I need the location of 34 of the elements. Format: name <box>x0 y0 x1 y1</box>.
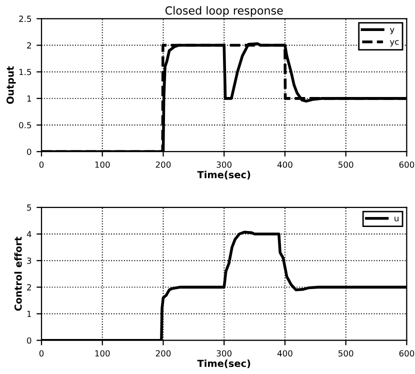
legend-label: y <box>390 28 394 34</box>
y-tick-label: 2 <box>27 42 31 48</box>
chart-title: Closed loop response <box>165 6 283 17</box>
x-tick-label: 400 <box>277 350 292 357</box>
x-tick-label: 200 <box>156 161 171 168</box>
x-tick-label: 600 <box>399 161 414 168</box>
y-tick-label: 5 <box>27 204 32 211</box>
x-tick-label: 0 <box>39 161 44 168</box>
x-tick-label: 100 <box>95 350 110 357</box>
y-tick-label: 1.5 <box>19 68 32 76</box>
y-axis-title: Output <box>6 66 16 104</box>
x-tick-label: 200 <box>156 350 171 357</box>
y-tick-label: 1 <box>27 310 32 317</box>
x-tick-label: 500 <box>338 161 354 168</box>
x-tick-label: 0 <box>39 350 44 357</box>
y-tick-label: 1 <box>27 96 32 102</box>
x-tick-label: 100 <box>95 161 110 168</box>
y-tick-label: 3 <box>27 258 32 264</box>
y-axis-title: Control effort <box>14 236 22 311</box>
x-tick-label: 300 <box>216 161 232 168</box>
legend-label: u <box>394 216 398 222</box>
x-axis-title: Time(sec) <box>197 360 250 368</box>
y-tick-label: 2 <box>27 284 31 290</box>
x-axis-title: Time(sec) <box>197 170 250 180</box>
x-tick-label: 400 <box>277 161 292 168</box>
x-tick-label: 500 <box>338 350 354 357</box>
x-tick-label: 300 <box>216 350 232 357</box>
y-tick-label: 0 <box>27 337 32 344</box>
y-tick-label: 0 <box>27 148 32 155</box>
y-tick-label: 2.5 <box>19 16 32 22</box>
x-tick-label: 600 <box>399 350 414 357</box>
legend-label: yc <box>390 40 399 46</box>
y-tick-label: 4 <box>26 231 32 238</box>
y-tick-label: 0.5 <box>19 122 32 128</box>
